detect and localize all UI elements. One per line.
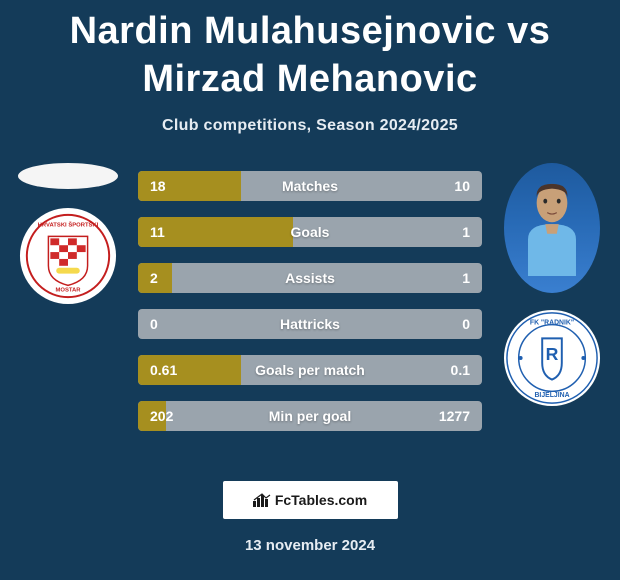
stat-label: Min per goal [269,408,351,424]
right-player-column: FK "RADNIK" BIJELJINA R [492,163,612,407]
stat-value-right: 1 [462,270,470,286]
stat-value-right: 10 [454,178,470,194]
svg-text:MOSTAR: MOSTAR [55,287,81,293]
footer-date: 13 november 2024 [0,537,620,554]
player-placeholder-oval [18,163,118,189]
right-player-photo [504,163,600,293]
stat-label: Matches [282,178,338,194]
stat-value-left: 11 [150,224,165,240]
page-title: Nardin Mulahusejnovic vs Mirzad Mehanovi… [0,0,620,103]
stat-label: Goals per match [255,362,365,378]
footer-brand-text: FcTables.com [275,492,367,508]
right-club-badge: FK "RADNIK" BIJELJINA R [503,309,601,407]
svg-text:FK "RADNIK": FK "RADNIK" [530,320,574,327]
stat-value-right: 1 [462,224,470,240]
stat-row: 202 Min per goal 1277 [138,401,482,431]
comparison-card: Nardin Mulahusejnovic vs Mirzad Mehanovi… [0,0,620,580]
stat-value-left: 202 [150,408,173,424]
stat-value-left: 0.61 [150,362,177,378]
stat-label: Goals [291,224,330,240]
stat-row: 0 Hattricks 0 [138,309,482,339]
stat-value-left: 2 [150,270,158,286]
stat-value-right: 0 [462,316,470,332]
svg-text:HRVATSKI ŠPORTSKI: HRVATSKI ŠPORTSKI [38,221,99,229]
stat-row: 18 Matches 10 [138,171,482,201]
stat-value-right: 1277 [439,408,470,424]
stat-row: 11 Goals 1 [138,217,482,247]
content-area: HRVATSKI ŠPORTSKI MOSTAR [0,163,620,463]
stat-value-left: 0 [150,316,158,332]
club-crest-right-icon: FK "RADNIK" BIJELJINA R [503,309,601,407]
stat-label: Hattricks [280,316,340,332]
club-crest-left-icon: HRVATSKI ŠPORTSKI MOSTAR [19,207,117,305]
left-player-column: HRVATSKI ŠPORTSKI MOSTAR [8,163,128,305]
stat-value-left: 18 [150,178,166,194]
left-club-badge: HRVATSKI ŠPORTSKI MOSTAR [19,207,117,305]
stat-row: 0.61 Goals per match 0.1 [138,355,482,385]
stat-value-right: 0.1 [451,362,470,378]
svg-text:BIJELJINA: BIJELJINA [534,392,569,399]
subtitle: Club competitions, Season 2024/2025 [0,117,620,135]
stat-label: Assists [285,270,335,286]
stat-bars-container: 18Matches1011Goals12Assists10Hattricks00… [138,171,482,447]
bar-chart-icon [253,493,271,507]
stat-row: 2 Assists 1 [138,263,482,293]
badge-letter: R [546,344,559,364]
person-silhouette-icon [518,176,585,280]
footer-brand-badge: FcTables.com [223,481,398,519]
